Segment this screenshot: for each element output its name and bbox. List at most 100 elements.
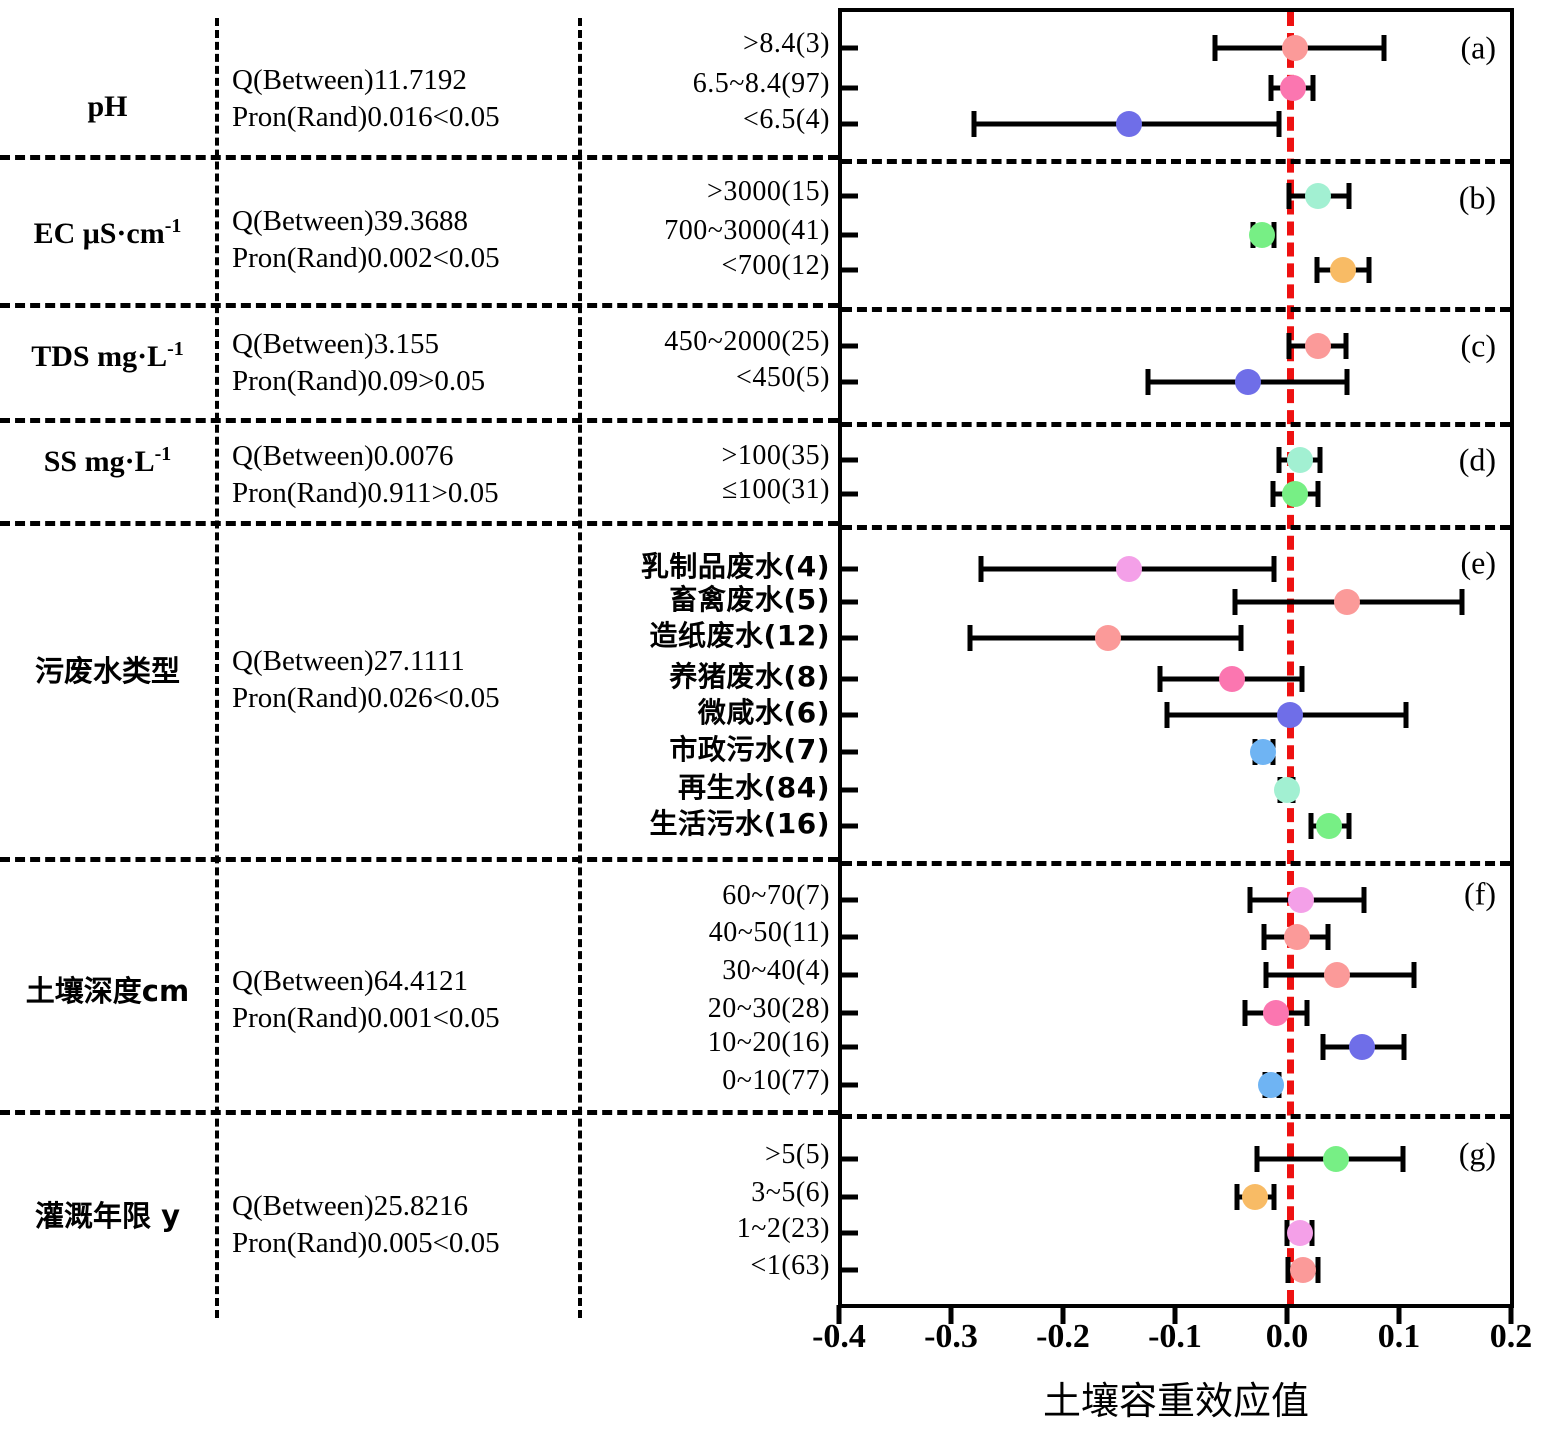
x-axis-tick: [1396, 1305, 1402, 1324]
group-name-irrigation-years: 灌溉年限 y: [34, 1199, 180, 1233]
y-axis-tick: [841, 85, 858, 91]
category-label: 30~40(4): [722, 955, 830, 986]
y-axis-tick: [841, 193, 858, 199]
category-label: >8.4(3): [743, 28, 830, 59]
effect-size-marker[interactable]: [1304, 183, 1331, 209]
x-axis-tick: [1060, 1305, 1066, 1324]
y-axis-tick: [841, 1082, 858, 1088]
category-label: <700(12): [721, 250, 830, 281]
confidence-interval-cap: [971, 111, 977, 137]
panel-separator: [842, 422, 1510, 427]
panel-separator: [842, 159, 1510, 164]
effect-size-marker[interactable]: [1304, 333, 1331, 359]
y-axis-tick: [841, 787, 858, 793]
panel-separator: [842, 861, 1510, 866]
effect-size-marker[interactable]: [1282, 35, 1309, 61]
effect-size-marker[interactable]: [1323, 962, 1350, 988]
effect-size-marker[interactable]: [1095, 625, 1122, 651]
stats-irrigation-years: Q(Between)25.8216 Pron(Rand)0.005<0.05: [232, 1190, 500, 1260]
effect-size-marker[interactable]: [1280, 75, 1307, 101]
y-axis-tick: [841, 121, 858, 127]
confidence-interval-cap: [1381, 35, 1387, 61]
confidence-interval-cap: [1400, 1146, 1406, 1172]
effect-size-marker[interactable]: [1242, 1184, 1269, 1210]
effect-size-marker[interactable]: [1348, 1034, 1375, 1060]
x-axis-tick: [1284, 1305, 1290, 1324]
effect-size-marker[interactable]: [1263, 1000, 1290, 1026]
category-label: <1(63): [750, 1250, 830, 1281]
category-label: 40~50(11): [708, 917, 830, 948]
confidence-interval-cap: [1276, 447, 1282, 473]
y-axis-tick: [841, 749, 858, 755]
confidence-interval-cap: [1164, 702, 1170, 728]
confidence-interval-cap: [978, 556, 984, 582]
group-name-tds: TDS mg·L-1: [31, 338, 184, 373]
effect-size-marker[interactable]: [1282, 481, 1309, 507]
effect-size-marker[interactable]: [1115, 556, 1142, 582]
category-label: 6.5~8.4(97): [692, 68, 830, 99]
column-divider-1: [215, 18, 219, 1318]
confidence-interval-cap: [1304, 1000, 1310, 1026]
panel-tag: (e): [1460, 544, 1496, 581]
group-name-ph: pH: [87, 90, 128, 123]
stats-soil-depth: Q(Between)64.4121 Pron(Rand)0.001<0.05: [232, 965, 500, 1035]
y-axis-tick: [841, 934, 858, 940]
confidence-interval-cap: [1346, 813, 1352, 839]
group-name-soil-depth: 土壤深度cm: [25, 974, 190, 1008]
group-name-ss: SS mg·L-1: [43, 443, 172, 478]
confidence-interval-cap: [1263, 962, 1269, 988]
category-label: 微咸水(6): [697, 696, 830, 729]
x-axis-tick-label: 0.0: [1265, 1318, 1309, 1355]
confidence-interval-cap: [1459, 589, 1465, 615]
confidence-interval-cap: [967, 625, 973, 651]
category-label: <6.5(4): [743, 104, 830, 135]
effect-size-marker[interactable]: [1334, 589, 1360, 615]
effect-size-marker[interactable]: [1283, 924, 1310, 950]
effect-size-marker[interactable]: [1288, 887, 1315, 913]
confidence-interval-cap: [1270, 481, 1276, 507]
y-axis-tick: [841, 1230, 858, 1236]
y-axis-tick: [841, 457, 858, 463]
panel-separator: [842, 525, 1510, 530]
confidence-interval-cap: [1299, 666, 1305, 692]
panel-tag: (f): [1464, 875, 1496, 912]
effect-size-marker[interactable]: [1329, 257, 1356, 283]
panel-separator: [842, 1114, 1510, 1119]
effect-size-marker[interactable]: [1218, 666, 1245, 692]
confidence-interval-cap: [1317, 447, 1323, 473]
x-axis-tick: [948, 1305, 954, 1324]
confidence-interval-cap: [1346, 183, 1352, 209]
effect-size-marker[interactable]: [1322, 1146, 1349, 1172]
group-separator: [0, 521, 838, 526]
confidence-interval-cap: [1286, 333, 1292, 359]
stats-ss: Q(Between)0.0076 Pron(Rand)0.911>0.05: [232, 440, 499, 510]
effect-size-marker[interactable]: [1286, 447, 1313, 473]
category-label: >5(5): [765, 1139, 830, 1170]
effect-size-marker[interactable]: [1250, 739, 1276, 765]
effect-size-marker[interactable]: [1276, 702, 1303, 728]
effect-size-marker[interactable]: [1273, 777, 1300, 803]
effect-size-marker[interactable]: [1257, 1072, 1284, 1098]
confidence-interval-cap: [1320, 1034, 1326, 1060]
category-label: 养猪废水(8): [669, 660, 830, 693]
effect-size-marker[interactable]: [1290, 1257, 1317, 1283]
category-label: 生活污水(16): [649, 807, 830, 840]
confidence-interval-cap: [1284, 1220, 1290, 1246]
y-axis-tick: [841, 712, 858, 718]
y-axis-tick: [841, 1044, 858, 1050]
category-label: 10~20(16): [707, 1027, 830, 1058]
y-axis-tick: [841, 676, 858, 682]
y-axis-tick: [841, 1156, 858, 1162]
effect-size-marker[interactable]: [1235, 369, 1262, 395]
effect-size-marker[interactable]: [1286, 1220, 1313, 1246]
confidence-interval-cap: [1212, 35, 1218, 61]
effect-size-marker[interactable]: [1248, 222, 1275, 248]
category-label: 700~3000(41): [664, 215, 830, 246]
confidence-interval-cap: [1325, 924, 1331, 950]
category-label: 1~2(23): [736, 1213, 830, 1244]
effect-size-marker[interactable]: [1115, 111, 1142, 137]
y-axis-tick: [841, 491, 858, 497]
effect-size-marker[interactable]: [1316, 813, 1343, 839]
category-label: >3000(15): [707, 176, 830, 207]
group-separator: [0, 155, 838, 160]
